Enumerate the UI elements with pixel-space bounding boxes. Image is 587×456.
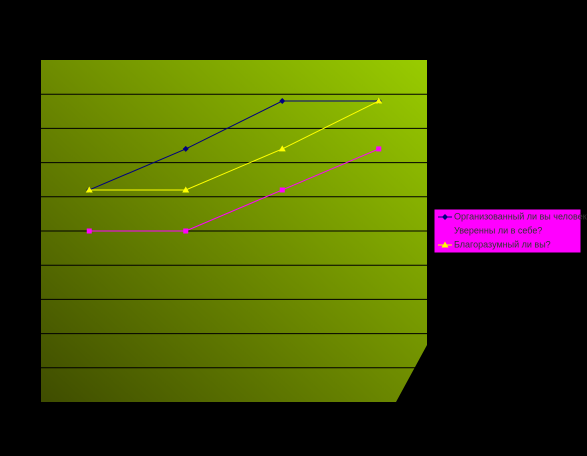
y-tick-label: 10 (25, 54, 35, 64)
data-point (182, 186, 190, 193)
y-tick-label: 0 (30, 396, 35, 406)
data-point (278, 145, 286, 152)
data-point (85, 186, 93, 193)
legend-label: Организованный ли вы человек? (454, 211, 587, 221)
y-tick-label: 6 (30, 191, 35, 201)
data-point (279, 98, 286, 105)
series-line (89, 148, 379, 232)
data-point (279, 187, 285, 193)
y-tick-label: 9 (30, 89, 35, 99)
y-tick-label: 2 (30, 328, 35, 338)
legend-label: Благоразумный ли вы? (454, 239, 551, 249)
data-point (376, 146, 382, 152)
legend-box (433, 208, 582, 254)
y-tick-label: 4 (30, 260, 35, 270)
data-point (183, 228, 189, 234)
data-point (86, 228, 92, 234)
y-tick-label: 1 (30, 362, 35, 372)
data-point (182, 145, 189, 152)
series-line (89, 100, 379, 191)
legend-marker (442, 228, 448, 234)
legend-marker (442, 214, 448, 220)
legend-marker (441, 241, 449, 248)
y-tick-label: 7 (30, 157, 35, 167)
y-tick-label: 5 (30, 225, 35, 235)
y-tick-label: 8 (30, 123, 35, 133)
y-tick-label: 3 (30, 294, 35, 304)
data-point (375, 97, 383, 104)
legend-label: Уверенны ли в себе? (454, 225, 542, 235)
series-line (89, 100, 379, 191)
